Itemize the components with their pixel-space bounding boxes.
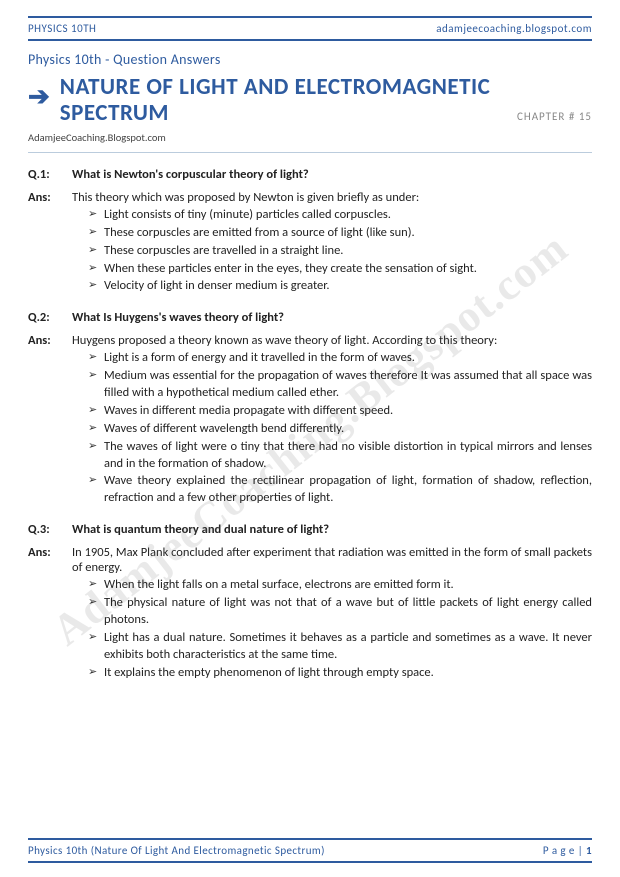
answer-row: Ans: Huygens proposed a theory known as … [28,333,592,508]
list-item: Velocity of light in denser medium is gr… [88,278,592,295]
page-label: P a g e | [543,844,583,857]
footer-left: Physics 10th (Nature Of Light And Electr… [28,844,325,857]
answer-intro: Huygens proposed a theory known as wave … [72,333,592,348]
answer-label: Ans: [28,545,62,682]
answer-label: Ans: [28,190,62,296]
footer-rule-bottom [28,861,592,863]
header-rule-bottom [28,39,592,41]
question-label: Q.3: [28,522,62,537]
page-number: 1 [586,844,592,857]
answer-body: In 1905, Max Plank concluded after exper… [72,545,592,682]
answer-points: Light consists of tiny (minute) particle… [72,207,592,295]
site-credit: AdamjeeCoaching.Blogspot.com [28,131,592,144]
question-text: What is Newton's corpuscular theory of l… [72,167,592,182]
arrow-right-icon: ➔ [28,80,50,112]
answer-intro: This theory which was proposed by Newton… [72,190,592,205]
answer-points: Light is a form of energy and it travell… [72,350,592,507]
answer-intro: In 1905, Max Plank concluded after exper… [72,545,592,575]
list-item: Wave theory explained the rectilinear pr… [88,473,592,507]
answer-points: When the light falls on a metal surface,… [72,577,592,681]
question-label: Q.1: [28,167,62,182]
list-item: These corpuscles are emitted from a sour… [88,225,592,242]
list-item: Medium was essential for the propagation… [88,368,592,402]
question-text: What is quantum theory and dual nature o… [72,522,592,537]
list-item: The physical nature of light was not tha… [88,595,592,629]
divider [28,152,592,153]
list-item: Waves of different wavelength bend diffe… [88,421,592,438]
subtitle: Physics 10th - Question Answers [28,51,592,68]
question-row: Q.1: What is Newton's corpuscular theory… [28,167,592,182]
question-row: Q.3: What is quantum theory and dual nat… [28,522,592,537]
list-item: Light is a form of energy and it travell… [88,350,592,367]
header-right: adamjeecoaching.blogspot.com [436,22,592,35]
footer-rule-top [28,838,592,840]
list-item: Waves in different media propagate with … [88,403,592,420]
footer: Physics 10th (Nature Of Light And Electr… [28,838,592,863]
answer-body: Huygens proposed a theory known as wave … [72,333,592,508]
answer-body: This theory which was proposed by Newton… [72,190,592,296]
qa-block: Q.1: What is Newton's corpuscular theory… [28,167,592,296]
header-left: PHYSICS 10TH [28,22,96,35]
question-label: Q.2: [28,310,62,325]
question-text: What Is Huygens's waves theory of light? [72,310,592,325]
list-item: The waves of light were o tiny that ther… [88,439,592,473]
list-item: It explains the empty phenomenon of ligh… [88,665,592,682]
answer-row: Ans: This theory which was proposed by N… [28,190,592,296]
document-page: AdamjeeCoaching.Blogspot.com PHYSICS 10T… [0,0,620,877]
qa-block: Q.2: What Is Huygens's waves theory of l… [28,310,592,508]
answer-label: Ans: [28,333,62,508]
list-item: Light consists of tiny (minute) particle… [88,207,592,224]
title-row: ➔ NATURE OF LIGHT AND ELECTROMAGNETIC SP… [28,74,592,127]
list-item: Light has a dual nature. Sometimes it be… [88,630,592,664]
footer-row: Physics 10th (Nature Of Light And Electr… [28,842,592,859]
footer-right: P a g e | 1 [543,844,592,857]
header-rule-top [28,16,592,18]
list-item: When these particles enter in the eyes, … [88,261,592,278]
qa-block: Q.3: What is quantum theory and dual nat… [28,522,592,682]
list-item: When the light falls on a metal surface,… [88,577,592,594]
question-row: Q.2: What Is Huygens's waves theory of l… [28,310,592,325]
list-item: These corpuscles are travelled in a stra… [88,243,592,260]
answer-row: Ans: In 1905, Max Plank concluded after … [28,545,592,682]
chapter-label: CHAPTER # 15 [517,110,592,127]
header-row: PHYSICS 10TH adamjeecoaching.blogspot.co… [28,20,592,39]
page-title: NATURE OF LIGHT AND ELECTROMAGNETIC SPEC… [60,74,507,127]
